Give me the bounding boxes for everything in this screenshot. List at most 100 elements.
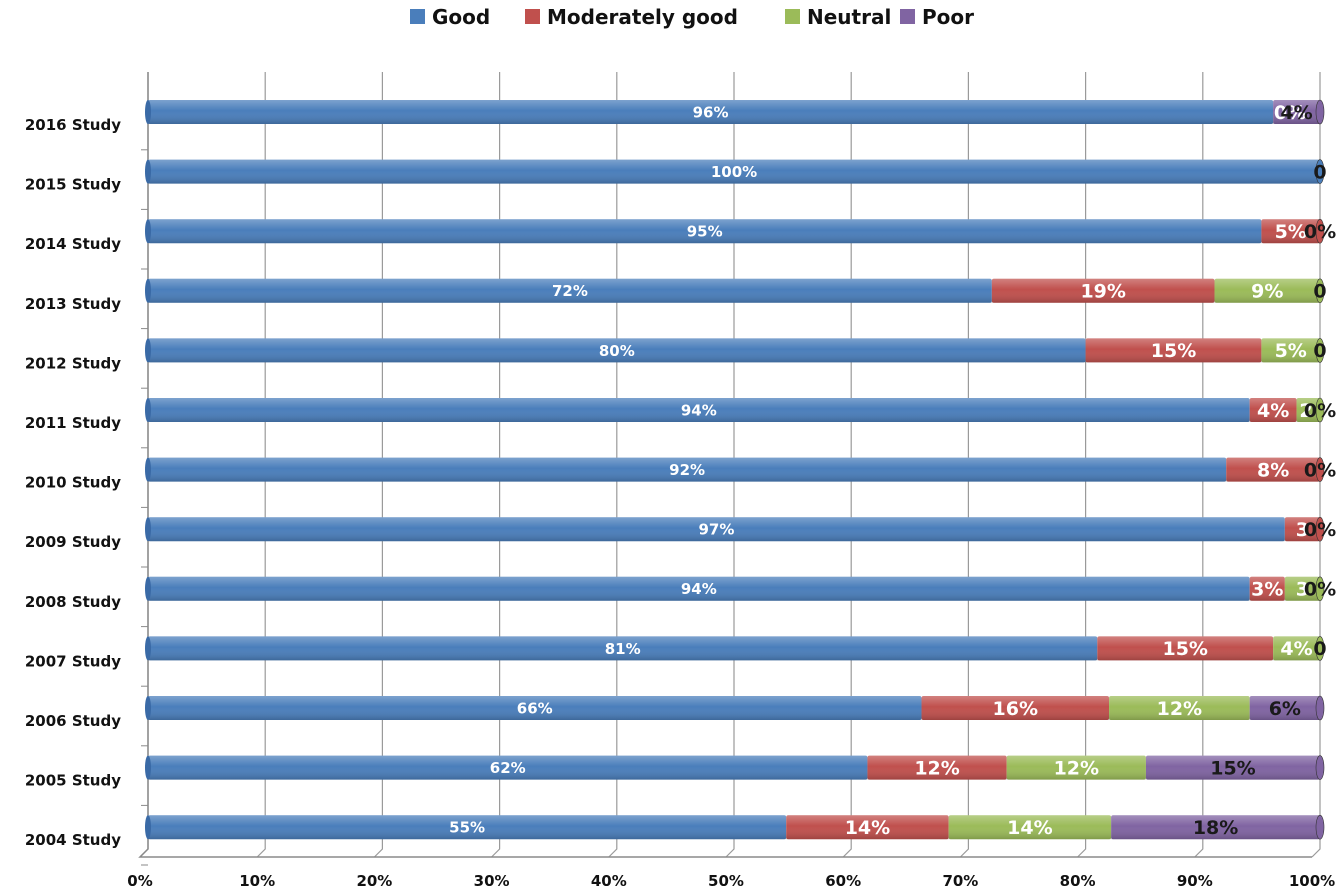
data-label: 18% bbox=[1193, 817, 1238, 839]
bar-shading bbox=[148, 517, 1285, 542]
category-label: 2008 Study bbox=[25, 593, 121, 611]
x-tick-label: 100% bbox=[1289, 872, 1335, 890]
gridline bbox=[1194, 72, 1204, 858]
data-label: 81% bbox=[605, 640, 641, 658]
x-tick-label: 90% bbox=[1177, 872, 1213, 890]
x-tick-label: 70% bbox=[942, 872, 978, 890]
data-labels: 96% 0%4%100% 095% 5%0%72% 19% 9% 080% 15% 5% 094%… bbox=[449, 102, 1336, 839]
data-label: 4% bbox=[1280, 638, 1312, 660]
x-tick-label: 0% bbox=[127, 872, 152, 890]
bar-shading bbox=[867, 755, 1007, 780]
gridlines bbox=[139, 72, 1321, 858]
data-label: 94% bbox=[681, 401, 717, 419]
legend-label-3: Neutral bbox=[807, 5, 891, 29]
gridline bbox=[959, 72, 969, 858]
bar-shading bbox=[148, 815, 787, 840]
bar-shading bbox=[1284, 517, 1320, 542]
category-label: 2013 Study bbox=[25, 295, 121, 313]
bar-cap bbox=[145, 159, 151, 184]
bar-cap bbox=[145, 278, 151, 303]
bar-shading bbox=[148, 219, 1262, 244]
bar-shading bbox=[1085, 338, 1262, 363]
data-label: 15% bbox=[1162, 638, 1207, 660]
gridline bbox=[725, 72, 735, 858]
category-label: 2014 Study bbox=[25, 235, 121, 253]
bar-shading bbox=[148, 636, 1098, 661]
data-label: 8% bbox=[1257, 459, 1289, 481]
category-label: 2005 Study bbox=[25, 772, 121, 790]
bar-cap bbox=[145, 338, 151, 363]
bar-shading bbox=[948, 815, 1112, 840]
data-label: 9% bbox=[1251, 281, 1283, 303]
bar-shading bbox=[1273, 636, 1320, 661]
category-label: 2012 Study bbox=[25, 354, 121, 372]
data-label: 95% bbox=[687, 223, 723, 241]
bar-shading bbox=[1296, 398, 1320, 422]
bar-shading bbox=[1273, 100, 1320, 124]
bar-shading bbox=[1097, 636, 1274, 661]
category-label: 2007 Study bbox=[25, 652, 121, 670]
gridline bbox=[1077, 72, 1087, 858]
data-label: 0% bbox=[1304, 400, 1336, 422]
data-label: 97% bbox=[698, 521, 734, 539]
data-label: 14% bbox=[1007, 817, 1052, 839]
x-tick-labels: 0% 10% 20% 30% 40% 50% 60% 70% 80% 90% 100% bbox=[127, 872, 1335, 890]
bar-shading bbox=[148, 576, 1250, 601]
data-label: 62% bbox=[490, 759, 526, 777]
bar-cap bbox=[145, 219, 151, 244]
bar-shading bbox=[148, 398, 1250, 422]
bar-shading bbox=[1249, 696, 1320, 720]
data-label: 55% bbox=[449, 819, 485, 837]
data-label: 0 bbox=[1313, 638, 1326, 660]
bar-cap bbox=[1315, 755, 1325, 780]
category-label: 2010 Study bbox=[25, 474, 121, 492]
data-label: 14% bbox=[845, 817, 890, 839]
bar-cap bbox=[1315, 397, 1325, 423]
bar-cap bbox=[145, 696, 151, 720]
bar-cap bbox=[1315, 159, 1325, 184]
bar-shading bbox=[991, 278, 1215, 303]
gridline bbox=[1311, 72, 1321, 858]
bar-shading bbox=[148, 100, 1274, 124]
bar-shading bbox=[1284, 576, 1320, 601]
bar-cap bbox=[1315, 457, 1325, 482]
data-label: 0 bbox=[1313, 340, 1326, 362]
bar-shading bbox=[1249, 398, 1297, 422]
bar-cap bbox=[145, 457, 151, 482]
data-label: 12% bbox=[1157, 698, 1202, 720]
legend-swatch-4 bbox=[900, 9, 915, 24]
data-label: 66% bbox=[517, 699, 553, 717]
data-label: 4% bbox=[1280, 102, 1312, 124]
bar-cap bbox=[1315, 516, 1325, 542]
bar-shading bbox=[1261, 219, 1320, 244]
bar-cap bbox=[1315, 338, 1325, 363]
data-label: 3% bbox=[1251, 579, 1283, 601]
data-label: 3 bbox=[1296, 579, 1309, 601]
data-label: 6% bbox=[1269, 698, 1301, 720]
bar-shading bbox=[148, 338, 1086, 363]
bar-shading bbox=[148, 457, 1227, 482]
gridline bbox=[491, 72, 501, 858]
legend-swatch-1 bbox=[410, 9, 425, 24]
legend: Good Moderately good Neutral Poor bbox=[410, 5, 974, 29]
bar-cap bbox=[145, 755, 151, 780]
data-label: 0% bbox=[1304, 221, 1336, 243]
bar-cap bbox=[145, 100, 151, 124]
x-tick-label: 80% bbox=[1060, 872, 1096, 890]
category-label: 2016 Study bbox=[25, 116, 121, 134]
bar-cap bbox=[145, 815, 151, 840]
bar-cap bbox=[145, 636, 151, 661]
data-label: 5% bbox=[1275, 221, 1307, 243]
category-label: 2009 Study bbox=[25, 533, 121, 551]
x-tick-label: 20% bbox=[356, 872, 392, 890]
bar-shading bbox=[1145, 755, 1320, 780]
legend-label-1: Good bbox=[432, 5, 490, 29]
data-label: 4% bbox=[1257, 400, 1289, 422]
bar-shading bbox=[1111, 815, 1320, 840]
data-label: 0% bbox=[1304, 459, 1336, 481]
data-label: 5% bbox=[1275, 340, 1307, 362]
bar-cap bbox=[1315, 278, 1325, 304]
data-label: 12% bbox=[1054, 757, 1099, 779]
category-label: 2006 Study bbox=[25, 712, 121, 730]
